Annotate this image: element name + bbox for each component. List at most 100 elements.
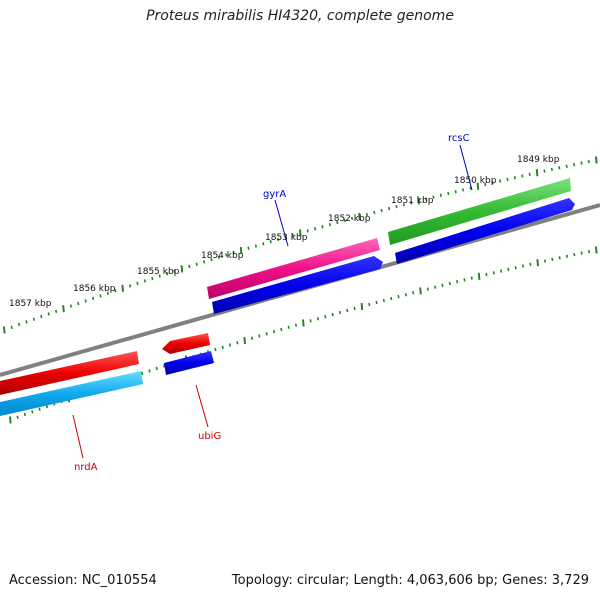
inner-scale-minor-tick — [163, 364, 166, 368]
outer-scale-minor-tick — [410, 201, 413, 205]
inner-scale-minor-tick — [294, 323, 298, 327]
outer-scale-major-tick — [595, 156, 598, 164]
inner-scale-minor-tick — [148, 369, 151, 373]
outer-scale-minor-tick — [40, 314, 43, 319]
gene-label-nrdA: nrdA — [74, 462, 98, 473]
inner-scale-minor-tick — [543, 259, 547, 263]
outer-scale-major-tick — [299, 229, 302, 237]
scale-label-1851: 1851 kbp — [391, 196, 434, 206]
outer-scale-minor-tick — [232, 251, 235, 255]
gene-feature-rcsC — [388, 178, 571, 245]
inner-scale-minor-tick — [272, 329, 276, 334]
outer-scale-minor-tick — [365, 212, 368, 217]
inner-scale-minor-tick — [587, 249, 591, 254]
outer-scale-minor-tick — [173, 269, 176, 273]
outer-scale-minor-tick — [69, 304, 72, 308]
inner-scale-minor-tick — [499, 269, 503, 273]
outer-scale-minor-tick — [106, 291, 109, 295]
map-title: Proteus mirabilis HI4320, complete genom… — [146, 8, 454, 24]
outer-scale-minor-tick — [32, 317, 35, 321]
inner-scale-minor-tick — [368, 302, 371, 307]
outer-scale-minor-tick — [47, 312, 50, 316]
inner-scale-minor-tick — [426, 287, 429, 291]
outer-scale-minor-tick — [77, 301, 80, 306]
inner-scale-minor-tick — [463, 278, 466, 282]
inner-scale-minor-tick — [38, 407, 41, 411]
inner-scale-minor-tick — [397, 294, 400, 299]
inner-scale-minor-tick — [448, 281, 451, 286]
outer-scale-minor-tick — [84, 299, 87, 303]
outer-scale-minor-tick — [373, 210, 376, 215]
inner-scale-minor-tick — [507, 267, 510, 272]
outer-scale-minor-tick — [513, 176, 516, 180]
outer-scale-minor-tick — [447, 191, 450, 196]
outer-scale-minor-tick — [18, 322, 21, 327]
inner-scale-ticks — [9, 246, 598, 424]
outer-scale-minor-tick — [203, 260, 206, 264]
outer-scale-minor-tick — [328, 222, 331, 227]
inner-scale-major-tick — [243, 336, 246, 345]
inner-scale-major-tick — [536, 259, 539, 267]
outer-scale-minor-tick — [388, 206, 391, 211]
inner-scale-major-tick — [595, 246, 598, 254]
inner-scale-minor-tick — [382, 298, 385, 303]
outer-scale-minor-tick — [573, 162, 576, 167]
outer-scale-minor-tick — [336, 220, 339, 225]
scale-label-1855: 1855 kbp — [137, 267, 180, 277]
outer-scale-minor-tick — [587, 159, 590, 164]
outer-scale-minor-tick — [55, 309, 58, 313]
outer-scale-minor-tick — [432, 195, 435, 199]
outer-scale-minor-tick — [343, 218, 346, 223]
inner-scale-major-tick — [9, 416, 12, 424]
outer-scale-minor-tick — [136, 281, 139, 286]
outer-scale-major-tick — [3, 326, 6, 334]
outer-scale-minor-tick — [269, 239, 272, 244]
inner-scale-minor-tick — [287, 325, 290, 329]
inner-scale-minor-tick — [514, 266, 517, 270]
outer-scale-minor-tick — [10, 325, 13, 329]
outer-scale-minor-tick — [550, 167, 553, 172]
inner-scale-minor-tick — [250, 336, 254, 340]
inner-scale-minor-tick — [375, 300, 378, 305]
inner-scale-minor-tick — [338, 310, 342, 315]
inner-scale-minor-tick — [492, 271, 495, 275]
inner-scale-major-tick — [302, 319, 305, 327]
inner-scale-minor-tick — [485, 272, 488, 277]
accession-label: Accession: NC_010554 — [9, 573, 157, 588]
outer-scale-minor-tick — [454, 190, 457, 194]
gene-leader-gyrA — [274, 199, 289, 247]
inner-scale-minor-tick — [412, 291, 415, 295]
outer-scale-minor-tick — [521, 174, 524, 178]
outer-scale-major-tick — [358, 212, 361, 221]
outer-scale-minor-tick — [580, 161, 583, 165]
inner-scale-minor-tick — [580, 251, 583, 255]
inner-scale-minor-tick — [221, 345, 224, 349]
outer-scale-minor-tick — [543, 169, 546, 173]
cds-feature-cyan — [0, 371, 143, 416]
outer-scale-minor-tick — [558, 166, 561, 170]
inner-scale-minor-tick — [573, 252, 576, 257]
scale-label-1850: 1850 kbp — [454, 176, 497, 186]
outer-scale-minor-tick — [491, 181, 494, 185]
inner-scale-minor-tick — [31, 410, 34, 414]
outer-scale-minor-tick — [395, 204, 398, 209]
cds-feature-blue-1 — [395, 198, 575, 264]
inner-scale-minor-tick — [390, 296, 393, 301]
outer-scale-minor-tick — [528, 172, 531, 176]
scale-label-1849: 1849 kbp — [517, 155, 560, 165]
outer-scale-minor-tick — [247, 246, 250, 250]
outer-scale-minor-tick — [425, 197, 428, 201]
outer-scale-minor-tick — [195, 262, 198, 266]
outer-scale-ticks — [3, 156, 598, 334]
outer-scale-minor-tick — [262, 242, 265, 246]
inner-scale-minor-tick — [280, 327, 283, 332]
gene-leader-rcsC — [459, 144, 473, 191]
scale-label-1857: 1857 kbp — [9, 299, 52, 309]
outer-scale-minor-tick — [291, 233, 294, 237]
gene-feature-gyrA — [207, 238, 380, 299]
inner-scale-minor-tick — [324, 315, 327, 319]
inner-scale-minor-tick — [309, 319, 312, 323]
outer-scale-minor-tick — [314, 227, 317, 231]
outer-scale-minor-tick — [402, 203, 405, 207]
inner-scale-major-tick — [477, 272, 481, 280]
